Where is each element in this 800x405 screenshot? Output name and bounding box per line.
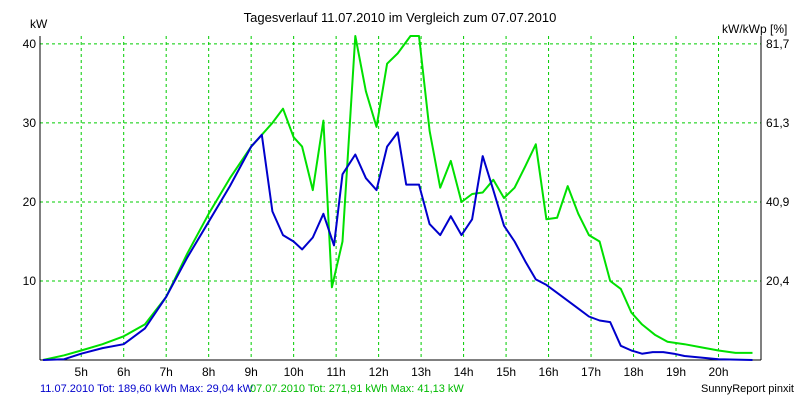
series-layer — [42, 35, 753, 361]
x-tick-label: 19h — [666, 365, 686, 379]
grid — [40, 36, 761, 360]
x-tick-label: 9h — [244, 365, 257, 379]
series-line-07-07 — [42, 35, 753, 361]
x-tick-label: 17h — [581, 365, 601, 379]
legend-series-07-07: 07.07.2010 Tot: 271,91 kWh Max: 41,13 kW — [250, 383, 464, 395]
x-tick-label: 7h — [160, 365, 173, 379]
x-tick-label: 20h — [708, 365, 728, 379]
y-tick-label-left: 40 — [23, 37, 37, 51]
y-axis-left-label: kW — [30, 17, 48, 31]
y-tick-label-right: 40,9 — [766, 195, 790, 209]
x-tick-label: 16h — [539, 365, 559, 379]
credit-text: SunnyReport pinxit — [701, 383, 794, 395]
y-tick-label-left: 10 — [23, 274, 37, 288]
x-tick-label: 14h — [454, 365, 474, 379]
x-tick-label: 11h — [327, 365, 346, 379]
y-tick-label-left: 30 — [23, 116, 37, 130]
y-tick-label-right: 61,3 — [766, 116, 790, 130]
y-tick-label-left: 20 — [23, 195, 37, 209]
x-tick-label: 8h — [202, 365, 215, 379]
x-tick-label: 18h — [624, 365, 644, 379]
x-tick-label: 6h — [117, 365, 130, 379]
y-tick-label-right: 20,4 — [766, 274, 790, 288]
x-tick-label: 5h — [75, 365, 88, 379]
series-line-11-07 — [42, 131, 753, 361]
x-tick-label: 13h — [411, 365, 431, 379]
axes — [39, 36, 762, 361]
tick-labels: 5h 6h 7h 8h 9h 10h 11h 12h 13h 14h 15h 16h 17h 18h 19h… — [23, 37, 790, 379]
y-tick-label-right: 81,7 — [766, 37, 790, 51]
y-axis-right-label: kW/kWp [%] — [722, 22, 787, 36]
x-tick-label: 12h — [369, 365, 389, 379]
x-tick-label: 15h — [496, 365, 516, 379]
x-tick-label: 10h — [284, 365, 304, 379]
legend-series-11-07: 11.07.2010 Tot: 189,60 kWh Max: 29,04 kW — [40, 383, 254, 395]
chart-title: Tagesverlauf 11.07.2010 im Vergleich zum… — [244, 10, 557, 25]
